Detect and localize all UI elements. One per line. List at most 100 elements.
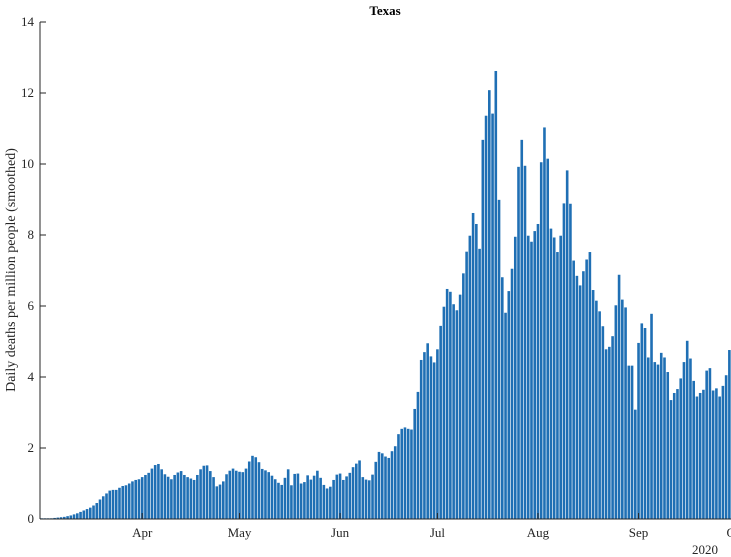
bar xyxy=(666,372,670,519)
bar xyxy=(526,235,530,519)
y-axis-label: Daily deaths per million people (smoothe… xyxy=(4,148,19,392)
bar xyxy=(244,468,248,519)
bar xyxy=(627,365,631,519)
bar xyxy=(598,311,601,519)
bar xyxy=(241,472,245,519)
bar xyxy=(72,514,76,519)
y-tick-label: 10 xyxy=(21,156,34,171)
bar xyxy=(309,479,313,519)
bar xyxy=(695,396,699,519)
bar xyxy=(150,468,154,519)
bar xyxy=(724,375,728,519)
bar xyxy=(147,472,150,519)
bar xyxy=(293,473,296,519)
x-tick-label: Jul xyxy=(430,525,446,540)
bar xyxy=(621,299,624,519)
bar xyxy=(390,451,394,519)
bar xyxy=(76,513,79,519)
bar xyxy=(153,465,157,519)
bar xyxy=(458,294,462,519)
bar xyxy=(513,236,517,519)
bar xyxy=(569,203,572,519)
bar xyxy=(183,474,186,519)
bar xyxy=(338,473,342,519)
bar xyxy=(559,235,562,519)
bar xyxy=(708,368,712,520)
bar xyxy=(358,460,361,519)
bar xyxy=(585,259,588,519)
bar xyxy=(322,484,326,519)
bar xyxy=(387,457,391,519)
bar xyxy=(705,370,708,519)
bar xyxy=(552,237,556,520)
bar xyxy=(63,516,66,519)
bar xyxy=(491,113,494,519)
bar xyxy=(543,127,546,519)
bar xyxy=(355,463,358,519)
bar xyxy=(465,251,468,519)
bar xyxy=(588,252,592,520)
bar xyxy=(500,277,504,519)
bars-group xyxy=(40,70,731,520)
bar xyxy=(218,484,222,519)
bar xyxy=(111,489,115,519)
bar xyxy=(669,400,673,519)
bar xyxy=(160,469,163,519)
bar xyxy=(478,248,481,519)
x-tick-label: Oct xyxy=(726,525,731,540)
bar xyxy=(209,471,212,519)
bar xyxy=(475,223,478,520)
bar xyxy=(205,465,209,519)
bar xyxy=(682,362,686,519)
bar xyxy=(345,476,348,519)
bar xyxy=(397,434,400,519)
x-tick-label: Jun xyxy=(331,525,350,540)
bar xyxy=(351,467,355,519)
bar xyxy=(643,328,647,519)
bar xyxy=(101,496,105,519)
x-tick-label: Sep xyxy=(629,525,649,540)
bar xyxy=(455,310,459,519)
bar xyxy=(238,471,241,519)
bar xyxy=(416,391,420,519)
bar xyxy=(79,511,82,519)
bar xyxy=(192,479,196,519)
bar xyxy=(380,453,384,519)
bar xyxy=(517,166,520,519)
bar xyxy=(582,271,585,519)
bar xyxy=(449,291,452,519)
bar xyxy=(679,378,683,519)
bar xyxy=(452,304,455,519)
bar xyxy=(85,509,89,519)
x-tick-label: Apr xyxy=(132,525,153,540)
bar xyxy=(689,358,692,519)
bar xyxy=(630,365,634,519)
bar xyxy=(296,473,300,519)
y-tick-label: 12 xyxy=(21,85,34,100)
bar xyxy=(426,343,429,519)
bar xyxy=(222,481,225,519)
bar xyxy=(718,396,721,519)
bar xyxy=(413,408,416,519)
bar xyxy=(510,268,514,519)
bar xyxy=(371,474,374,520)
bar xyxy=(546,158,550,519)
bar xyxy=(572,260,575,519)
bar xyxy=(257,462,261,519)
bar xyxy=(105,493,108,519)
bar xyxy=(445,288,449,519)
bar xyxy=(283,477,287,519)
bar xyxy=(280,484,283,519)
bar xyxy=(653,362,657,519)
bar xyxy=(637,342,640,519)
bar xyxy=(403,427,407,519)
bar xyxy=(624,307,627,519)
bar xyxy=(728,350,731,519)
bar xyxy=(59,517,63,519)
y-axis-ticks: 0 2 4 6 8 10 12 14 xyxy=(21,14,46,526)
bar xyxy=(406,428,410,519)
bar xyxy=(715,388,718,519)
bar xyxy=(520,139,524,520)
bar xyxy=(66,516,69,519)
bar xyxy=(556,252,559,520)
